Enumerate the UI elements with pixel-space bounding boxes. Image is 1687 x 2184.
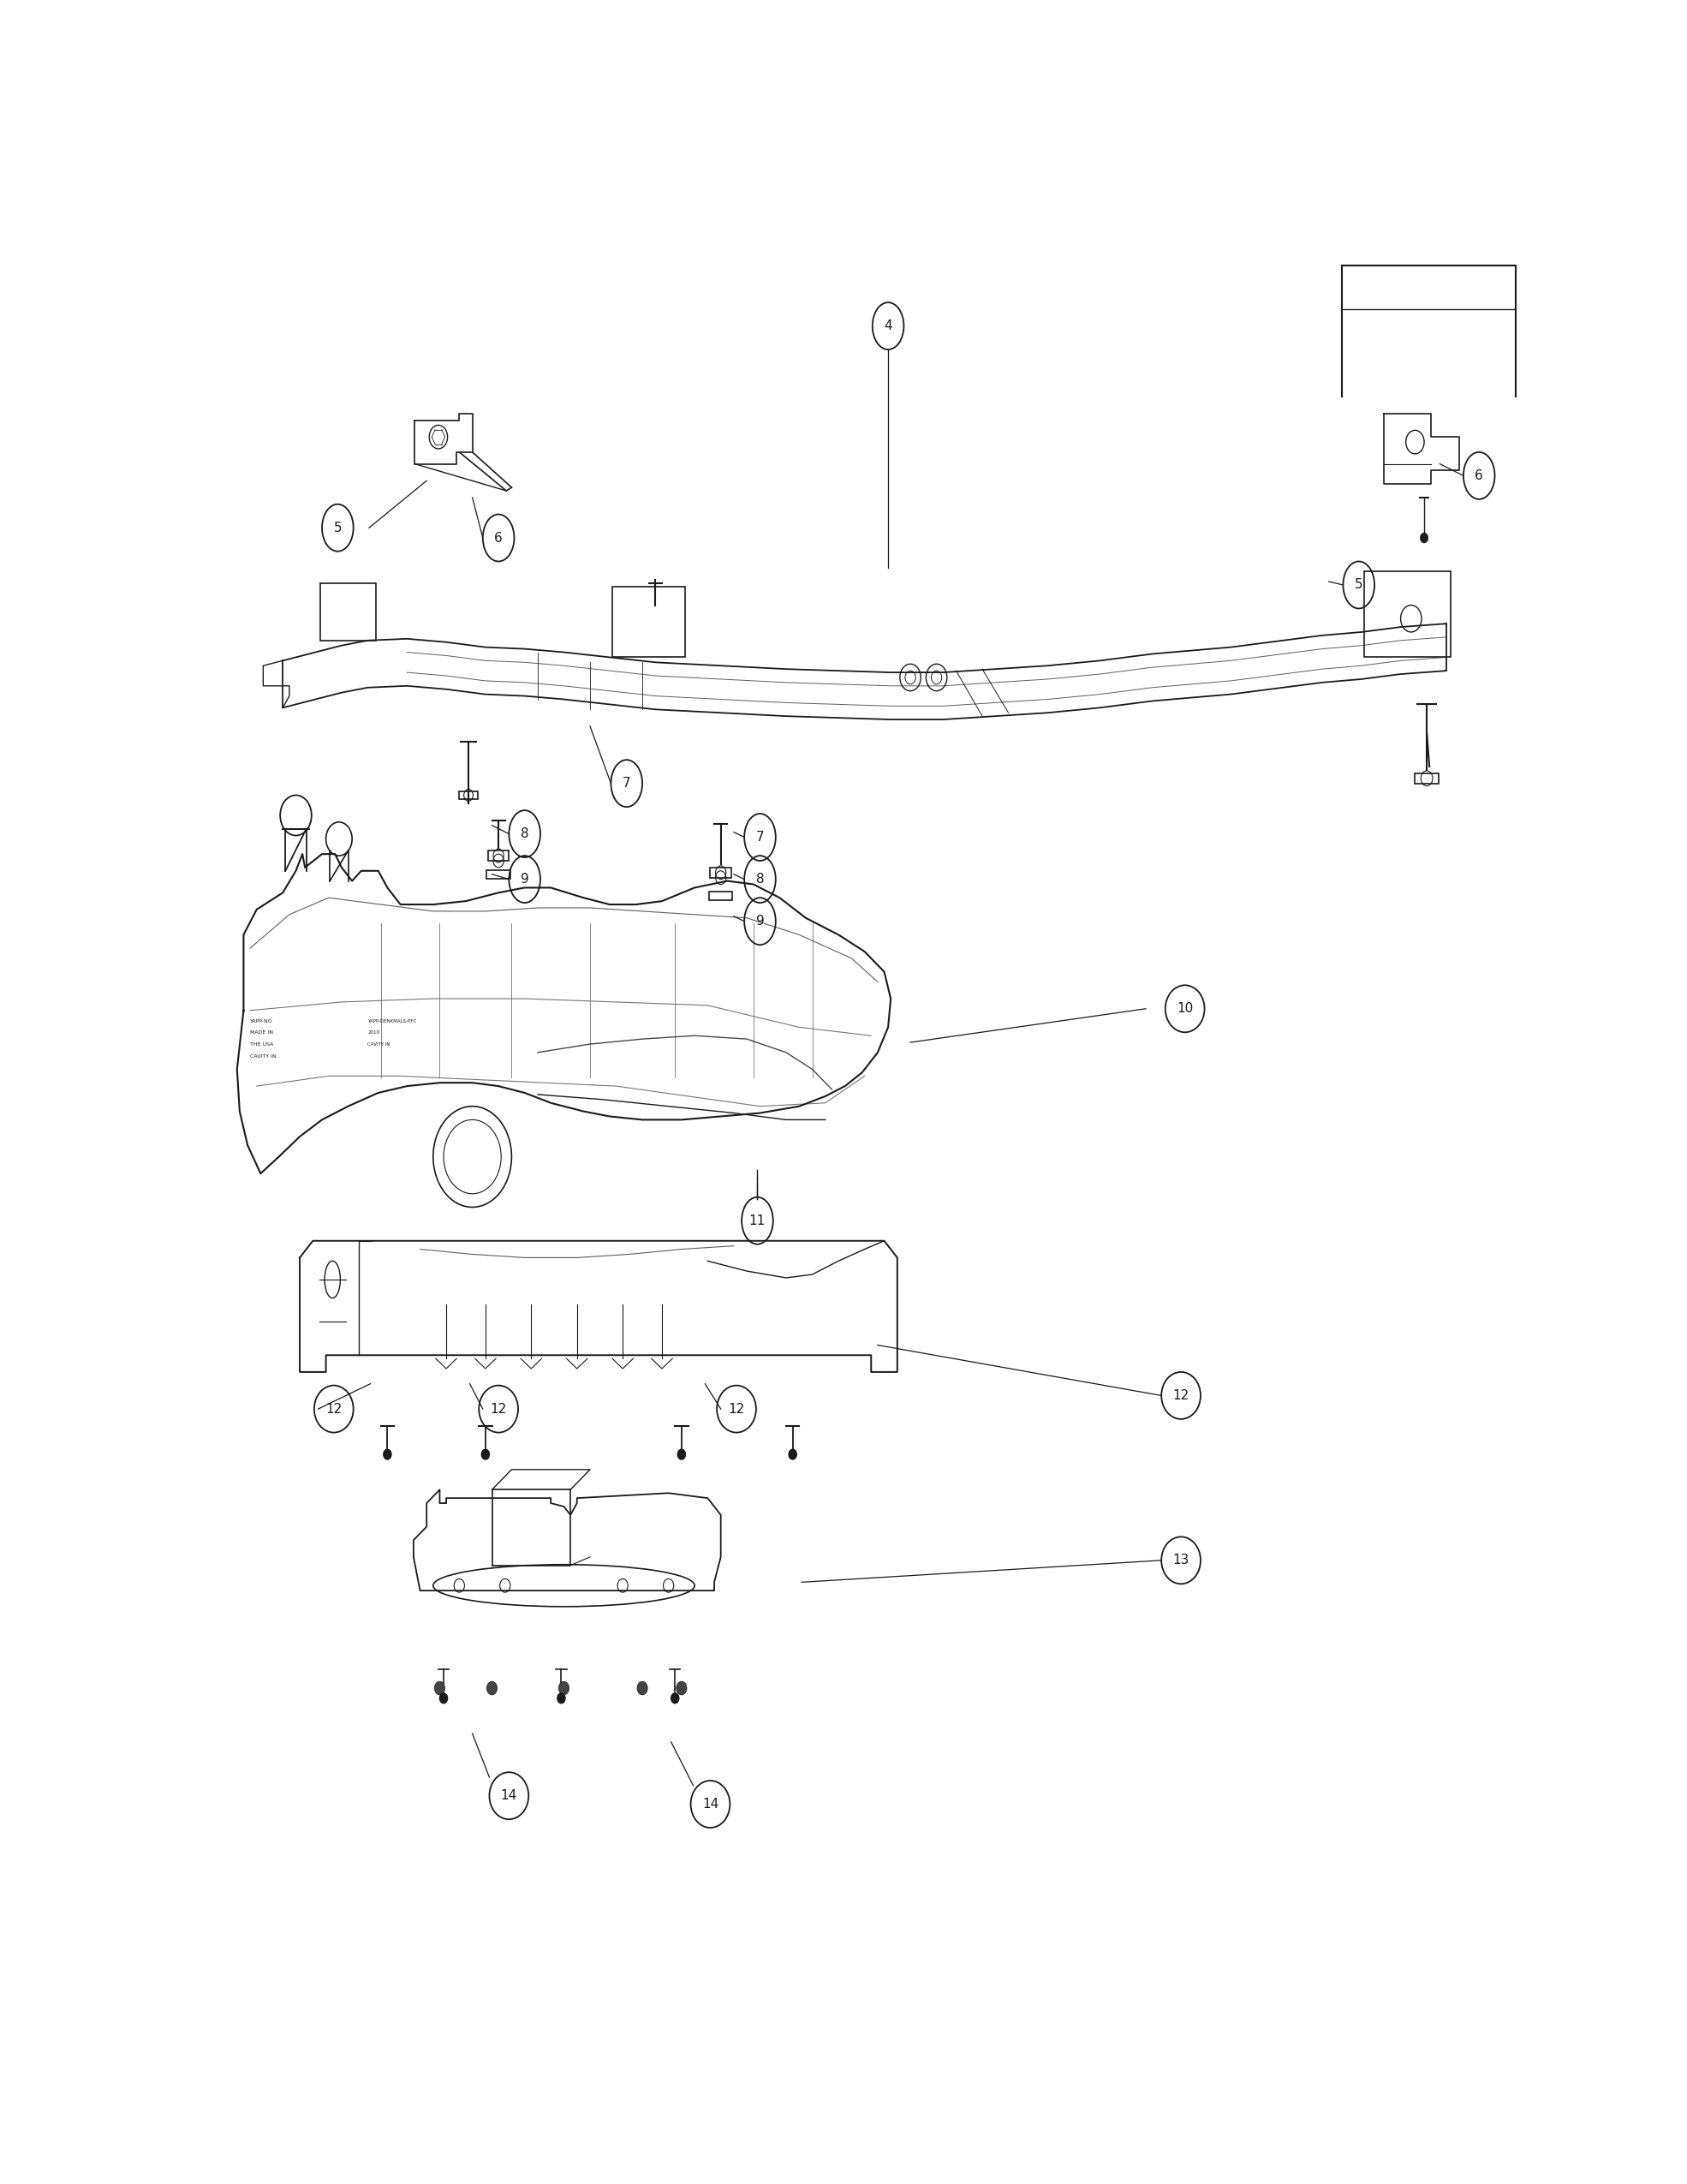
Text: YAPP-DENKMALS-PFC: YAPP-DENKMALS-PFC xyxy=(368,1018,417,1022)
Text: THE USA: THE USA xyxy=(250,1042,273,1046)
Bar xyxy=(459,791,477,799)
Text: 7: 7 xyxy=(756,830,764,843)
Circle shape xyxy=(1420,533,1429,544)
Circle shape xyxy=(638,1682,648,1695)
Circle shape xyxy=(481,1450,489,1459)
Bar xyxy=(488,869,509,878)
Text: 7: 7 xyxy=(623,778,631,791)
Text: 13: 13 xyxy=(1172,1553,1189,1566)
Circle shape xyxy=(671,1693,678,1704)
Bar xyxy=(710,867,730,878)
Text: 11: 11 xyxy=(749,1214,766,1227)
Circle shape xyxy=(558,1682,569,1695)
Text: 12: 12 xyxy=(326,1402,342,1415)
Circle shape xyxy=(676,1682,687,1695)
Bar xyxy=(709,891,732,900)
Text: 8: 8 xyxy=(521,828,528,841)
Text: 5: 5 xyxy=(334,522,342,535)
Text: 6: 6 xyxy=(1474,470,1483,483)
Text: 9: 9 xyxy=(521,874,528,887)
Circle shape xyxy=(557,1693,565,1704)
Text: 4: 4 xyxy=(884,319,892,332)
Text: 14: 14 xyxy=(702,1797,719,1811)
Text: 2010: 2010 xyxy=(368,1031,380,1035)
Bar xyxy=(488,850,509,860)
Text: 12: 12 xyxy=(1172,1389,1189,1402)
Text: 12: 12 xyxy=(491,1402,506,1415)
Circle shape xyxy=(440,1693,447,1704)
Text: 8: 8 xyxy=(756,874,764,887)
Circle shape xyxy=(678,1450,685,1459)
Text: 5: 5 xyxy=(1355,579,1363,592)
Text: YAPP-NO: YAPP-NO xyxy=(250,1018,273,1022)
Bar xyxy=(1415,773,1439,784)
Circle shape xyxy=(488,1682,498,1695)
Text: 10: 10 xyxy=(1176,1002,1193,1016)
Text: CAVITY IN: CAVITY IN xyxy=(368,1042,390,1046)
Text: 6: 6 xyxy=(494,531,503,544)
Text: 12: 12 xyxy=(729,1402,744,1415)
Text: 9: 9 xyxy=(756,915,764,928)
Text: MADE IN: MADE IN xyxy=(250,1031,273,1035)
Text: CAVITY IN: CAVITY IN xyxy=(250,1055,277,1059)
Text: 14: 14 xyxy=(501,1789,518,1802)
Circle shape xyxy=(435,1682,445,1695)
Circle shape xyxy=(383,1450,391,1459)
Circle shape xyxy=(790,1450,796,1459)
